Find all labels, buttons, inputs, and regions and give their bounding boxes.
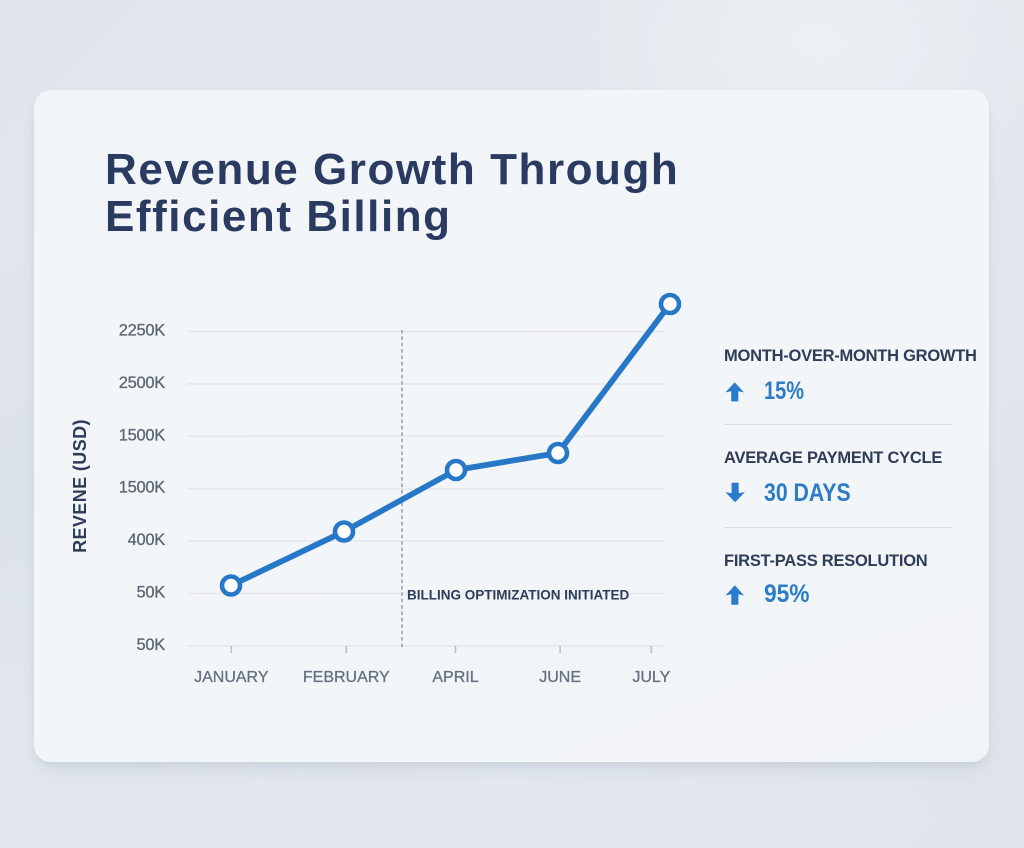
svg-text:2500K: 2500K [119,374,166,392]
svg-text:APRIL: APRIL [432,669,478,686]
svg-text:1500K: 1500K [119,479,166,497]
svg-text:JULY: JULY [632,669,670,686]
svg-text:400K: 400K [128,531,166,549]
svg-text:BILLING OPTIMIZATION INITIATED: BILLING OPTIMIZATION INITIATED [407,588,629,603]
svg-text:50K: 50K [137,636,166,654]
svg-text:2250K: 2250K [119,322,166,340]
svg-text:50K: 50K [137,584,166,602]
svg-text:JUNE: JUNE [539,669,581,686]
svg-text:JANUARY: JANUARY [194,669,269,686]
svg-text:1500K: 1500K [119,426,166,444]
svg-text:FEBRUARY: FEBRUARY [303,669,390,686]
svg-text:REVENE (USD): REVENE (USD) [70,419,90,553]
